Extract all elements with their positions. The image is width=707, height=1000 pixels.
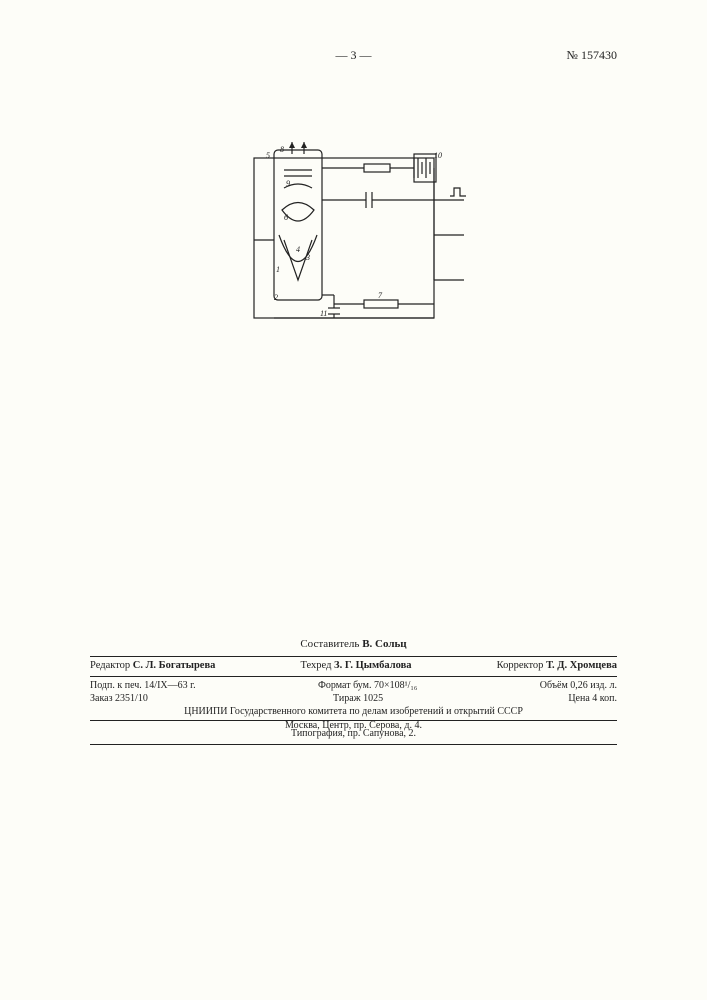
svg-text:8: 8 [280,145,284,154]
print-line-1: Подп. к печ. 14/IX—63 г. Формат бум. 70×… [90,680,617,693]
rule-3 [90,720,617,721]
svg-text:6: 6 [284,213,288,222]
compiler-name: В. Сольц [362,638,406,650]
svg-text:2: 2 [274,293,278,302]
print-order: Заказ 2351/10 [90,693,148,706]
compiler-prefix: Составитель [300,638,359,650]
svg-text:10: 10 [434,151,442,160]
svg-text:5: 5 [266,151,270,160]
tech-name: З. Г. Цымбалова [334,660,411,671]
print-line-2: Заказ 2351/10 Тираж 1025 Цена 4 коп. [90,693,617,706]
rule-2 [90,676,617,677]
print-info: Подп. к печ. 14/IX—63 г. Формат бум. 70×… [90,680,617,732]
tech-editor: Техред З. Г. Цымбалова [301,660,412,671]
svg-text:1: 1 [276,265,280,274]
tech-label: Техред [301,660,332,671]
print-volume: Объём 0,26 изд. л. [540,680,617,693]
corrector: Корректор Т. Д. Хромцева [497,660,617,671]
page-number: — 3 — [336,48,372,63]
editor-label: Редактор [90,660,130,671]
print-date: Подп. к печ. 14/IX—63 г. [90,680,196,693]
svg-text:9: 9 [286,179,290,188]
roles-line: Редактор С. Л. Богатырева Техред З. Г. Ц… [90,660,617,671]
svg-text:11: 11 [320,309,327,318]
rule-4 [90,744,617,745]
schematic-svg: 5 8 9 6 4 3 1 2 11 7 10 [234,140,474,340]
print-tirage: Тираж 1025 [333,693,383,706]
rule-1 [90,656,617,657]
svg-text:3: 3 [305,253,310,262]
corrector-name: Т. Д. Хромцева [546,660,617,671]
typography-line: Типография, пр. Сапунова, 2. [291,728,416,739]
print-format: Формат бум. 70×108¹/₁₆ [318,680,417,693]
editor: Редактор С. Л. Богатырева [90,660,215,671]
patent-number: № 157430 [567,48,617,63]
editor-name: С. Л. Богатырева [133,660,216,671]
svg-text:4: 4 [296,245,300,254]
print-org: ЦНИИПИ Государственного комитета по дела… [90,706,617,719]
corrector-label: Корректор [497,660,544,671]
svg-text:7: 7 [378,291,383,300]
compiler-line: Составитель В. Сольц [300,638,406,650]
patent-page: — 3 — № 157430 [0,0,707,1000]
print-price: Цена 4 коп. [568,693,617,706]
schematic-figure: 5 8 9 6 4 3 1 2 11 7 10 [234,140,474,340]
